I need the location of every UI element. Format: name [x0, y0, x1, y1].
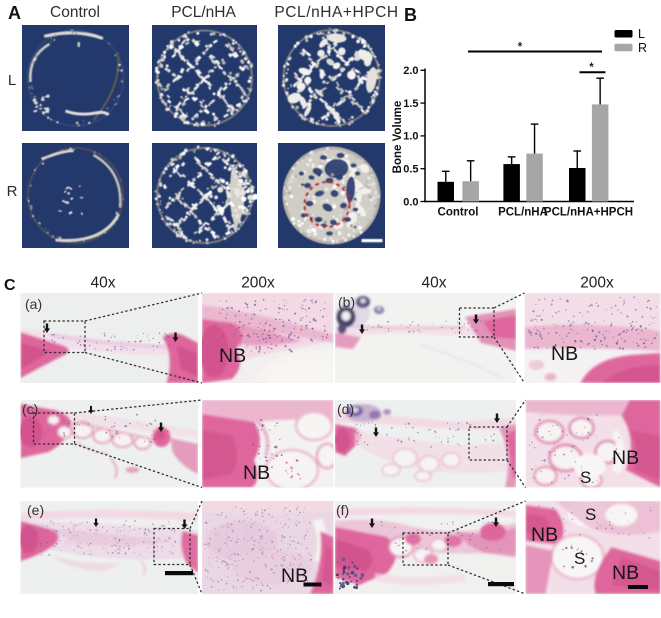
- svg-text:S: S: [580, 468, 591, 487]
- svg-text:Control: Control: [438, 207, 479, 219]
- svg-text:R: R: [7, 183, 18, 200]
- svg-text:(f): (f): [336, 502, 349, 518]
- svg-text:0.5: 0.5: [403, 164, 418, 176]
- svg-text:L: L: [638, 27, 645, 41]
- svg-text:*: *: [518, 42, 523, 54]
- svg-text:(b): (b): [338, 294, 355, 310]
- svg-text:2.0: 2.0: [403, 65, 418, 77]
- svg-text:NB: NB: [219, 345, 246, 367]
- svg-text:PCL/nHA+HPCH: PCL/nHA+HPCH: [544, 207, 633, 219]
- svg-text:(a): (a): [25, 296, 42, 312]
- svg-text:200x: 200x: [580, 275, 614, 292]
- svg-text:(c): (c): [22, 401, 38, 417]
- svg-text:C: C: [4, 277, 16, 294]
- svg-text:B: B: [404, 5, 417, 25]
- svg-text:NB: NB: [281, 565, 308, 587]
- svg-text:1.0: 1.0: [403, 131, 418, 143]
- svg-text:NB: NB: [612, 447, 639, 469]
- svg-text:(d): (d): [337, 401, 354, 417]
- svg-text:NB: NB: [551, 343, 578, 365]
- svg-text:NB: NB: [612, 562, 639, 584]
- svg-text:40x: 40x: [91, 275, 116, 292]
- svg-text:0.0: 0.0: [403, 196, 418, 208]
- svg-text:S: S: [585, 505, 596, 524]
- svg-text:40x: 40x: [422, 275, 447, 292]
- svg-text:PCL/nHA: PCL/nHA: [171, 4, 236, 21]
- svg-text:Control: Control: [50, 4, 100, 21]
- svg-text:S: S: [574, 549, 585, 568]
- svg-text:PCL/nHA: PCL/nHA: [498, 207, 548, 219]
- svg-text:NB: NB: [243, 462, 270, 484]
- svg-text:1.5: 1.5: [403, 98, 418, 110]
- svg-text:R: R: [638, 41, 647, 55]
- svg-text:Bone Volume: Bone Volume: [392, 101, 404, 174]
- svg-text:(e): (e): [27, 502, 44, 518]
- svg-text:L: L: [8, 72, 16, 89]
- svg-text:A: A: [8, 3, 21, 23]
- svg-text:NB: NB: [531, 524, 558, 546]
- svg-text:200x: 200x: [241, 275, 275, 292]
- svg-text:*: *: [589, 62, 594, 74]
- svg-text:PCL/nHA+HPCH: PCL/nHA+HPCH: [274, 4, 398, 21]
